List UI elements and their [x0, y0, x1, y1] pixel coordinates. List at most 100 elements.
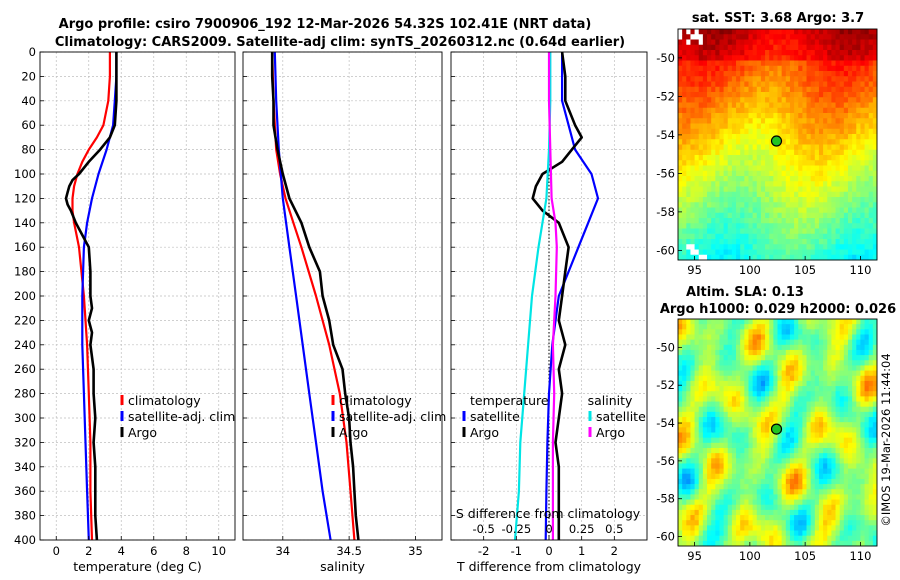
sla-map-cell	[752, 329, 758, 335]
sla-map-cell	[835, 478, 841, 485]
sla-map-cell	[777, 509, 783, 516]
sla-map-cell	[872, 494, 878, 500]
sst-map-cell	[702, 65, 708, 72]
sst-map-cell	[773, 181, 778, 187]
sst-map-cell	[868, 81, 874, 88]
sla-map-cell	[752, 525, 758, 531]
sst-map-cell	[752, 76, 758, 82]
sst-map-cell	[765, 128, 770, 135]
sla-map-cell	[810, 478, 816, 485]
sla-map-cell	[777, 494, 783, 500]
sla-map-cell	[802, 520, 807, 526]
sst-map-cell	[818, 176, 824, 182]
sst-map-cell	[839, 223, 845, 229]
sla-map-cell	[760, 432, 766, 439]
sla-map-cell	[785, 396, 791, 402]
sst-map-cell	[814, 228, 820, 235]
sla-map-cell	[682, 525, 687, 531]
sst-map-cell	[765, 60, 770, 67]
sla-map-cell	[694, 360, 700, 366]
sst-map-cell	[727, 139, 733, 145]
sla-map-cell	[707, 411, 712, 418]
sla-map-cell	[731, 535, 737, 542]
sla-map-cell	[781, 417, 787, 423]
sla-map-cell	[769, 509, 774, 516]
sla-map-cell	[694, 386, 700, 392]
sst-map-cell	[707, 197, 712, 203]
sst-map-cell	[831, 239, 836, 245]
sst-map-cell	[852, 50, 857, 56]
sla-map-cell	[789, 520, 795, 526]
sla-map-cell	[831, 391, 836, 397]
sla-map-cell	[715, 530, 720, 537]
sla-map-cell	[723, 360, 729, 366]
sla-map-cell	[781, 375, 787, 382]
sla-map-cell	[711, 355, 716, 361]
sst-map-cell	[823, 139, 828, 145]
sla-map-cell	[760, 329, 766, 335]
sst-map-cell	[731, 34, 737, 40]
sla-map-cell	[872, 360, 878, 366]
sla-map-cell	[678, 334, 683, 341]
sst-map-cell	[789, 249, 795, 256]
sst-map-cell	[678, 155, 683, 161]
sst-map-cell	[806, 191, 812, 198]
sst-map-cell	[723, 155, 729, 161]
sla-map-cell	[760, 391, 766, 397]
sla-map-cell	[852, 432, 857, 439]
sst-map-cell	[872, 86, 878, 93]
sst-map-cell	[756, 76, 762, 82]
sla-map-cell	[698, 401, 704, 408]
sst-map-cell	[802, 149, 807, 156]
sst-map-cell	[719, 197, 725, 203]
sla-map-cell	[765, 355, 770, 361]
sst-map-cell	[711, 212, 716, 219]
sst-map-cell	[719, 228, 725, 235]
sla-map-cell	[835, 417, 841, 423]
sst-map-cell	[777, 155, 783, 161]
sst-map-cell	[756, 118, 762, 124]
sla-map-cell	[744, 478, 749, 485]
sst-map-cell	[727, 128, 733, 135]
sla-map-cell	[839, 401, 845, 408]
sst-map-cell	[731, 123, 737, 130]
sst-map-cell	[682, 202, 687, 208]
sst-map-cell	[698, 165, 704, 172]
sla-map-cell	[756, 370, 762, 377]
sla-map-cell	[823, 463, 828, 470]
sst-map-cell	[777, 212, 783, 219]
sst-map-cell	[777, 118, 783, 124]
sst-map-cell	[856, 244, 861, 250]
sst-map-cell	[723, 139, 729, 145]
sla-map-cell	[765, 380, 770, 387]
sst-map-cell	[723, 191, 729, 198]
sla-map-cell	[835, 427, 841, 433]
sst-map-cell	[727, 149, 733, 156]
sst-map-cell	[678, 165, 683, 172]
sla-map-cell	[872, 406, 878, 413]
sla-map-cell	[686, 478, 691, 485]
sla-map-cell	[748, 365, 754, 371]
sst-map-cell	[789, 165, 795, 172]
sla-map-cell	[727, 406, 733, 413]
sst-map-cell	[814, 176, 820, 182]
sla-map-cell	[702, 319, 708, 325]
sst-map-cell	[719, 170, 725, 177]
sla-map-cell	[810, 375, 816, 382]
sla-map-cell	[814, 401, 820, 408]
sla-map-cell	[756, 489, 762, 495]
sla-map-cell	[794, 324, 799, 330]
sla-map-cell	[864, 473, 870, 480]
sst-map-cell	[847, 170, 853, 177]
sla-map-cell	[702, 484, 708, 490]
sla-map-cell	[698, 540, 704, 547]
sla-map-cell	[847, 484, 853, 490]
sla-map-cell	[678, 530, 683, 537]
sst-map-cell	[868, 165, 874, 172]
sst-map-cell	[814, 197, 820, 203]
sst-map-cell	[777, 102, 783, 109]
sst-map-cell	[723, 118, 729, 124]
sst-map-cell	[781, 181, 787, 187]
sla-map-cell	[868, 484, 874, 490]
sla-map-cell	[823, 458, 828, 464]
